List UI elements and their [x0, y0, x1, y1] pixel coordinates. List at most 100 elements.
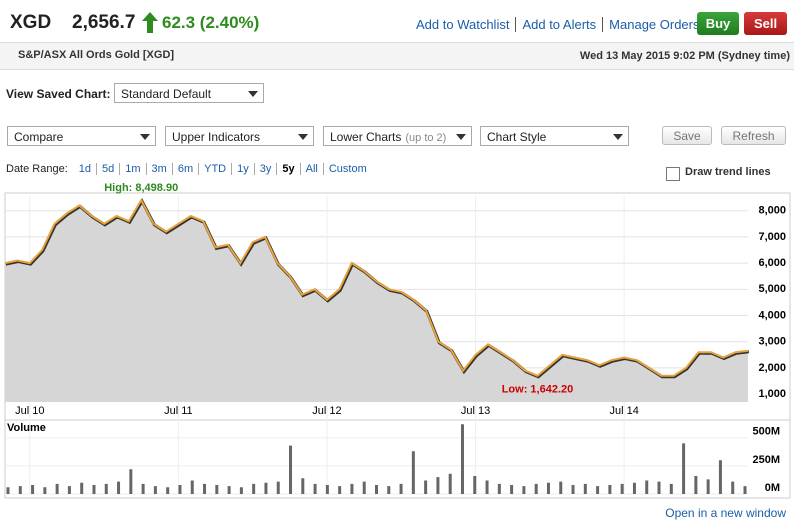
dropdown[interactable]: Lower Charts (up to 2): [323, 126, 472, 146]
dropdown[interactable]: Upper Indicators: [165, 126, 314, 146]
y-tick-label: 8,000: [758, 205, 786, 217]
range-link[interactable]: 5d: [96, 163, 119, 175]
dropdown-label: Compare: [14, 130, 64, 144]
volume-bar: [350, 483, 354, 494]
volume-bar: [706, 479, 710, 494]
range-link[interactable]: 1m: [119, 163, 145, 175]
volume-bar: [669, 483, 673, 494]
volume-bar: [620, 483, 624, 494]
header-link[interactable]: Add to Alerts: [515, 17, 602, 32]
volume-bar: [522, 486, 526, 494]
volume-bar: [18, 486, 22, 494]
volume-bar: [632, 482, 636, 494]
volume-bar: [694, 476, 698, 494]
range-link[interactable]: 3m: [145, 163, 172, 175]
y-tick-label: 7,000: [758, 231, 786, 243]
volume-bar: [276, 481, 280, 494]
range-link[interactable]: 5y: [276, 163, 299, 175]
dropdown[interactable]: Compare: [7, 126, 156, 146]
price-line: [4, 198, 749, 377]
volume-bar: [301, 478, 305, 494]
volume-bar: [166, 487, 170, 494]
y-tick-label: 5,000: [758, 283, 786, 295]
x-tick-label: Jul 14: [609, 405, 638, 417]
refresh-button[interactable]: Refresh: [721, 126, 786, 145]
range-link[interactable]: 1y: [231, 163, 254, 175]
volume-bar: [387, 486, 391, 494]
volume-bar: [141, 483, 145, 494]
volume-bar: [559, 481, 563, 494]
volume-bar: [325, 485, 329, 494]
volume-bar: [571, 485, 575, 494]
dropdown[interactable]: Chart Style: [480, 126, 629, 146]
x-tick-label: Jul 12: [312, 405, 341, 417]
range-link[interactable]: 1d: [78, 163, 92, 175]
volume-bar: [55, 483, 59, 494]
volume-bar: [448, 473, 452, 494]
volume-bar: [731, 481, 735, 494]
volume-bar: [485, 480, 489, 494]
y-tick-label: 2,000: [758, 362, 786, 374]
saved-chart-label: View Saved Chart:: [6, 87, 111, 101]
sell-button[interactable]: Sell: [744, 12, 787, 35]
header-link[interactable]: Manage Orders: [602, 17, 705, 32]
volume-bar: [657, 481, 661, 494]
volume-bar: [682, 443, 686, 494]
volume-bar: [473, 476, 477, 494]
header-link[interactable]: Add to Watchlist: [416, 17, 510, 32]
range-link[interactable]: YTD: [198, 163, 231, 175]
volume-bar: [546, 482, 550, 494]
range-link[interactable]: Custom: [322, 163, 372, 175]
volume-bar: [583, 483, 587, 494]
volume-title: Volume: [7, 422, 46, 434]
saved-chart-select[interactable]: Standard Default: [114, 83, 264, 103]
save-button[interactable]: Save: [662, 126, 712, 145]
change: 62.3 (2.40%): [162, 13, 260, 32]
volume-bar: [6, 487, 10, 494]
range-link[interactable]: 6m: [171, 163, 198, 175]
open-window-link[interactable]: Open in a new window: [665, 506, 786, 520]
volume-bar: [67, 486, 71, 494]
volume-bar: [424, 480, 428, 494]
symbol: XGD: [10, 12, 52, 33]
dropdown-label: Lower Charts: [330, 130, 402, 144]
volume-bar: [645, 480, 649, 494]
dropdown-label: Chart Style: [487, 130, 547, 144]
volume-bar: [227, 486, 231, 494]
volume-bar: [534, 483, 538, 494]
volume-bar: [190, 480, 194, 494]
volume-bar: [399, 483, 403, 494]
timestamp: Wed 13 May 2015 9:02 PM (Sydney time): [579, 50, 790, 62]
y-tick-label: 1,000: [758, 388, 786, 400]
volume-bar: [117, 481, 121, 494]
trend-checkbox[interactable]: [666, 167, 680, 181]
volume-bar: [215, 485, 219, 494]
y-tick-label: 500M: [752, 426, 780, 438]
volume-bar: [129, 469, 133, 494]
volume-bar: [460, 424, 464, 494]
volume-bar: [178, 485, 182, 494]
range-link[interactable]: All: [299, 163, 323, 175]
y-tick-label: 0M: [765, 482, 780, 494]
volume-bar: [80, 482, 84, 494]
volume-bar: [239, 487, 243, 494]
y-tick-label: 3,000: [758, 336, 786, 348]
header-links: Add to Watchlist Add to Alerts Manage Orde…: [410, 17, 706, 32]
date-range: Date Range: 1d 5d 1m 3m 6m YTD 1y 3y 5y All Custom: [6, 163, 372, 175]
x-tick-label: Jul 10: [15, 405, 44, 417]
range-link[interactable]: 3y: [253, 163, 277, 175]
y-tick-label: 6,000: [758, 257, 786, 269]
volume-bar: [436, 477, 440, 494]
volume-bar: [43, 487, 47, 494]
buy-button[interactable]: Buy: [697, 12, 739, 35]
x-tick-label: Jul 11: [164, 405, 193, 417]
volume-bar: [203, 483, 207, 494]
volume-bar: [31, 485, 35, 494]
up-arrow: [142, 12, 158, 33]
trend-label: Draw trend lines: [685, 166, 771, 178]
x-tick-label: Jul 13: [461, 405, 490, 417]
dropdown-label: Upper Indicators: [172, 130, 261, 144]
volume-bar: [104, 483, 108, 494]
